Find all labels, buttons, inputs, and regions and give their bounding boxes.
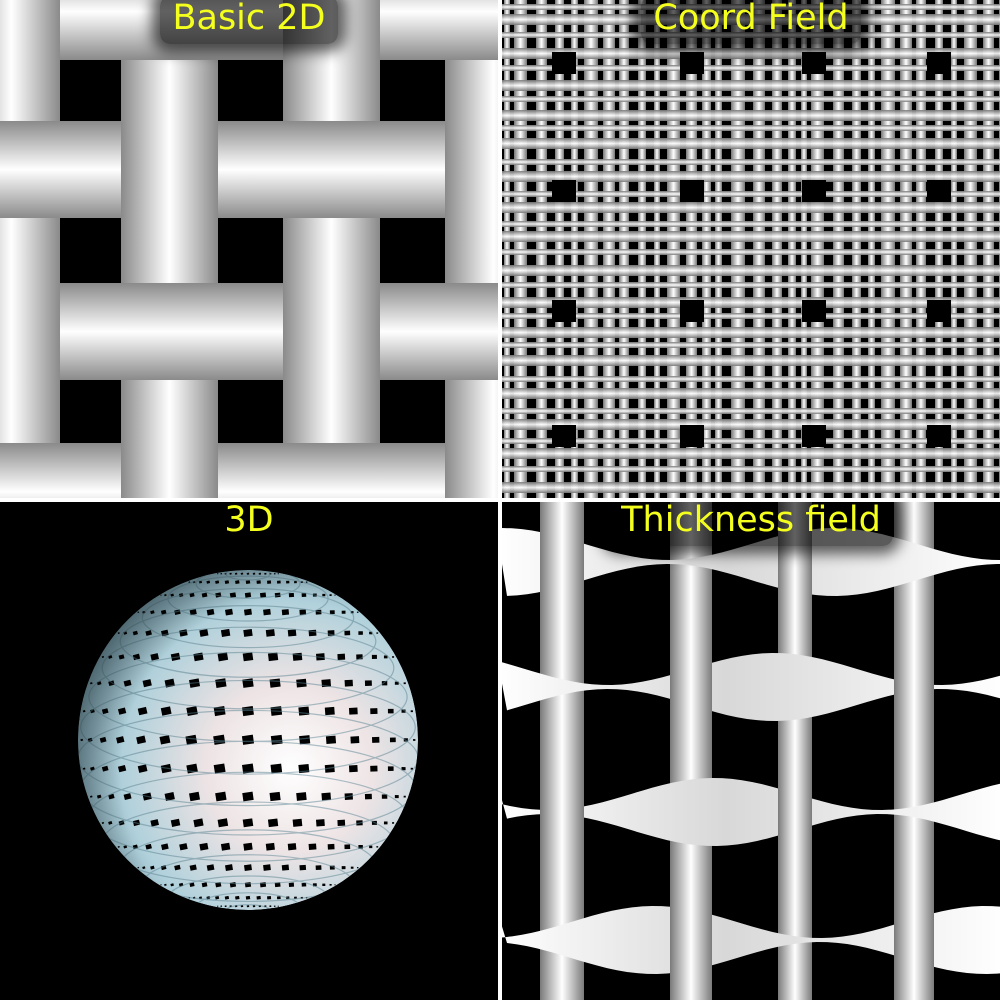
horizontal-strand [502,313,1000,319]
horizontal-strand [502,265,1000,276]
horizontal-strand [502,110,1000,121]
3d-sphere [78,570,418,910]
horizontal-strand [502,32,1000,38]
horizontal-strand [0,0,498,60]
weave-hole [802,180,826,202]
horizontal-strand [502,65,1000,71]
horizontal-strand [502,388,1000,399]
horizontal-strand [502,355,1000,366]
horizontal-strand [502,297,1000,308]
strand-crossing [283,0,380,60]
horizontal-strand [502,138,1000,149]
strand-crossing [445,443,498,498]
weave-hole [552,180,576,202]
horizontal-strand [502,171,1000,182]
horizontal-strand [502,653,1000,721]
horizontal-strand [502,96,1000,102]
horizontal-strand [502,482,1000,493]
weave-hole [802,425,826,447]
horizontal-strand [502,221,1000,227]
coord-field-weave [502,0,1000,498]
horizontal-strand [502,408,1000,414]
horizontal-strand [502,376,1000,382]
strand-crossing [121,121,218,218]
horizontal-strand [0,443,498,498]
horizontal-strand [502,342,1000,348]
thickness-field-panel: Thickness field [502,502,1000,1000]
strand-crossing [670,635,712,739]
weave-hole [552,425,576,447]
thickness-field-weave [502,502,1000,1000]
weave-hole [927,425,951,447]
strand-crossing [0,283,60,380]
horizontal-strand [502,282,1000,288]
horizontal-strand [502,448,1000,459]
weave-hole [802,300,826,322]
horizontal-strand [502,419,1000,430]
strand-crossing [778,760,812,864]
horizontal-strand [502,327,1000,338]
horizontal-strand [502,80,1000,91]
weave-hole [552,300,576,322]
strand-crossing [540,760,584,864]
weave-hole [927,52,951,74]
weave-hole [927,180,951,202]
horizontal-strand [502,4,1000,10]
3d-panel: 3D [0,502,498,1000]
strand-crossing [283,283,380,380]
horizontal-strand [502,48,1000,59]
horizontal-strand [502,14,1000,25]
horizontal-strand [502,778,1000,846]
horizontal-strand [502,202,1000,213]
weave-hole [680,180,704,202]
weave-hole [927,300,951,322]
strand-crossing [778,510,812,614]
strand-crossing [445,121,498,218]
horizontal-strand [502,906,1000,974]
horizontal-strand [0,283,498,380]
vertical-strand [283,0,380,498]
strand-crossing [540,510,584,614]
basic-2d-weave [0,0,498,498]
vertical-strand [121,0,218,498]
weave-hole [680,425,704,447]
vertical-strand [0,0,60,498]
horizontal-strand [0,121,498,218]
strand-crossing [0,0,60,60]
weave-hole [552,52,576,74]
horizontal-strand [502,466,1000,472]
strand-crossing [894,888,934,992]
strand-crossing [894,635,934,739]
horizontal-strand [502,438,1000,444]
vertical-strand [445,0,498,498]
horizontal-strand [502,191,1000,197]
coord-field-panel: Coord Field [502,0,1000,498]
weave-hole [802,52,826,74]
horizontal-strand [502,231,1000,242]
basic-2d-panel: Basic 2D [0,0,498,498]
weave-hole [680,300,704,322]
strand-crossing [670,888,712,992]
horizontal-strand [502,125,1000,131]
horizontal-strand [502,159,1000,165]
horizontal-strand [502,249,1000,255]
strand-crossing [121,443,218,498]
weave-hole [680,52,704,74]
